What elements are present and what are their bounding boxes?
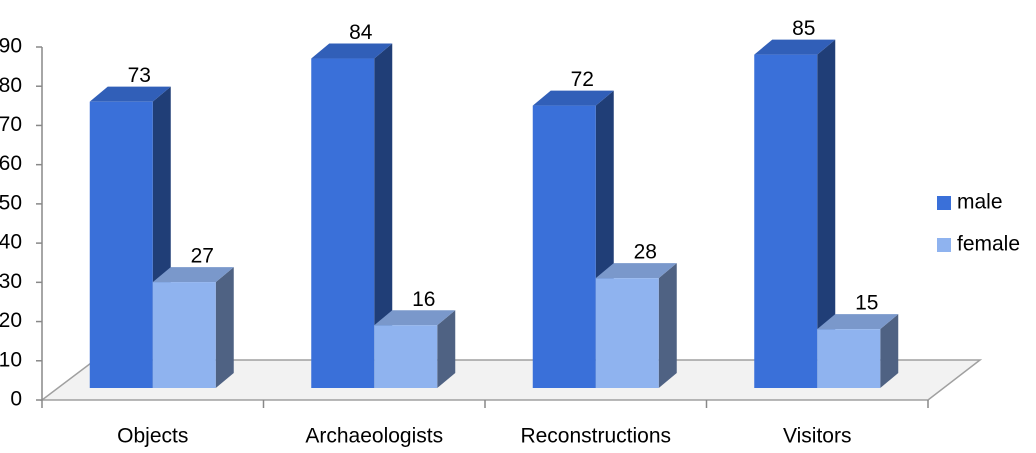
y-tick-label: 0 (10, 388, 22, 411)
bar (754, 54, 818, 388)
data-label: 16 (412, 288, 435, 311)
x-tick-label: Reconstructions (520, 425, 671, 448)
bar-top (532, 90, 614, 106)
data-label: 84 (349, 21, 373, 44)
bar-side (658, 263, 677, 388)
bar (89, 101, 153, 388)
x-tick-label: Objects (117, 425, 188, 448)
bar-top (595, 263, 677, 279)
bar-top (89, 86, 171, 102)
y-tick-label: 50 (0, 191, 22, 214)
y-tick-label: 80 (0, 74, 22, 97)
bar-side (880, 314, 899, 388)
bar (152, 282, 216, 388)
bar (532, 105, 596, 388)
legend-swatch (937, 238, 951, 252)
data-label: 73 (128, 64, 151, 87)
bar (817, 329, 881, 388)
x-tick-label: Archaeologists (305, 425, 443, 448)
bar-top (152, 267, 234, 283)
bar-top (311, 43, 393, 59)
data-label: 72 (571, 68, 594, 91)
bar-side (817, 39, 836, 388)
y-tick-label: 30 (0, 270, 22, 293)
bar (595, 278, 659, 388)
legend-label: male (957, 191, 1003, 214)
x-tick-label: Visitors (783, 425, 851, 448)
data-label: 28 (634, 241, 657, 264)
bar (311, 58, 375, 389)
floor (39, 359, 983, 401)
legend-swatch (937, 196, 951, 210)
data-label: 15 (855, 292, 878, 315)
bar-top (754, 39, 836, 55)
y-tick-label: 90 (0, 35, 22, 58)
y-tick-label: 40 (0, 231, 22, 254)
bar-side (374, 43, 393, 389)
bar (374, 325, 438, 388)
legend-label: female (957, 233, 1020, 256)
data-label: 85 (792, 17, 815, 40)
y-tick-label: 20 (0, 309, 22, 332)
bar-top (374, 310, 456, 326)
y-tick-label: 70 (0, 113, 22, 136)
y-tick-label: 60 (0, 152, 22, 175)
bar-side (215, 267, 234, 388)
bar-top (817, 314, 899, 330)
y-tick-label: 10 (0, 348, 22, 371)
bar-side (437, 310, 456, 388)
data-label: 27 (191, 245, 214, 268)
